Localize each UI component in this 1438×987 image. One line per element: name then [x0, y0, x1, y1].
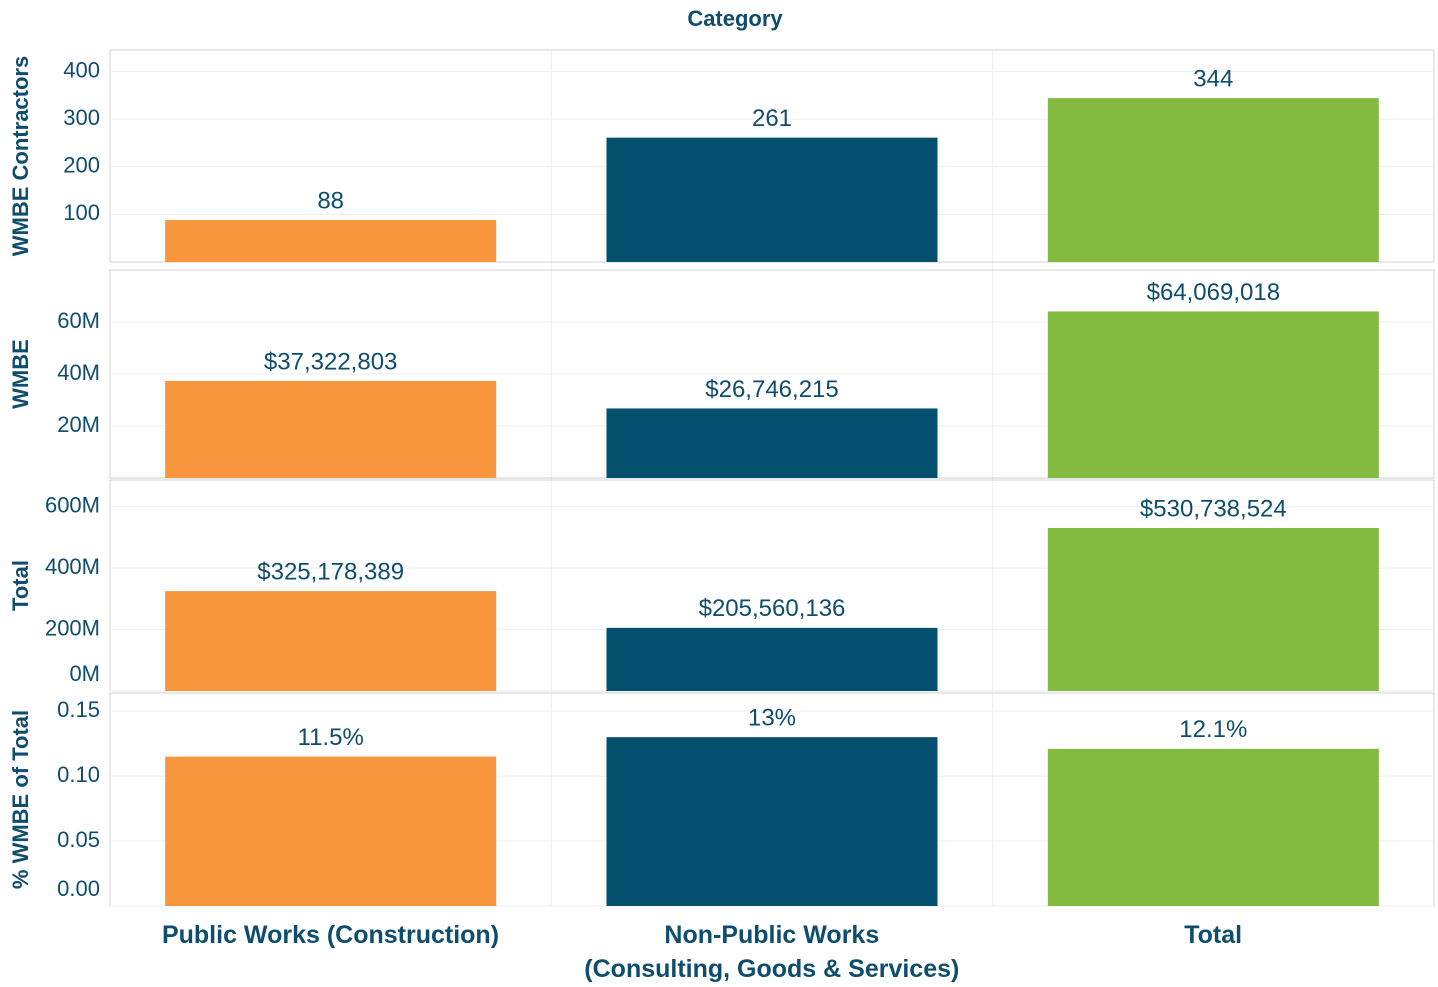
- y-tick-label: 0M: [69, 661, 100, 686]
- value-label: $64,069,018: [1147, 279, 1280, 306]
- bar: [165, 591, 497, 691]
- y-tick-label: 400: [63, 57, 100, 82]
- y-tick-label: 0.15: [57, 697, 100, 722]
- value-label: 261: [752, 105, 792, 132]
- value-label: $325,178,389: [257, 558, 404, 585]
- bar: [606, 737, 938, 906]
- x-tick-label: Total: [1184, 921, 1243, 949]
- chart-title: Category: [687, 6, 783, 31]
- value-label: $205,560,136: [699, 595, 846, 622]
- value-label: 11.5%: [298, 724, 364, 751]
- bar: [1047, 527, 1379, 691]
- bar: [165, 220, 497, 262]
- y-tick-label: 40M: [57, 360, 100, 385]
- bar: [606, 408, 938, 478]
- y-tick-label: 400M: [45, 554, 100, 579]
- y-tick-label: 20M: [57, 412, 100, 437]
- y-axis-label: WMBE: [8, 339, 33, 409]
- y-tick-label: 200: [63, 153, 100, 178]
- value-label: 344: [1193, 65, 1233, 92]
- y-tick-label: 0.10: [57, 762, 100, 787]
- value-label: $37,322,803: [264, 348, 397, 375]
- bar: [165, 756, 497, 906]
- y-tick-label: 300: [63, 105, 100, 130]
- y-axis-label: % WMBE of Total: [8, 710, 33, 889]
- bar: [606, 627, 938, 691]
- bar: [165, 380, 497, 478]
- value-label: 12.1%: [1179, 716, 1247, 743]
- bar: [606, 137, 938, 262]
- y-tick-label: 100: [63, 200, 100, 225]
- y-tick-label: 200M: [45, 615, 100, 640]
- y-tick-label: 0.05: [57, 827, 100, 852]
- bar: [1047, 311, 1379, 478]
- bar: [1047, 98, 1379, 262]
- bar: [1047, 748, 1379, 906]
- value-label: 88: [317, 187, 344, 214]
- y-tick-label: 600M: [45, 493, 100, 518]
- value-label: $530,738,524: [1140, 495, 1287, 522]
- x-tick-label: Non-Public Works (Consulting, Goods & Se…: [584, 921, 960, 983]
- y-axis-label: Total: [8, 560, 33, 611]
- x-tick-label: Public Works (Construction): [161, 921, 500, 949]
- y-axis-label: WMBE Contractors: [8, 56, 33, 256]
- value-label: 13%: [748, 705, 796, 732]
- value-label: $26,746,215: [705, 376, 838, 403]
- y-tick-label: 0.00: [57, 876, 100, 901]
- y-tick-label: 60M: [57, 308, 100, 333]
